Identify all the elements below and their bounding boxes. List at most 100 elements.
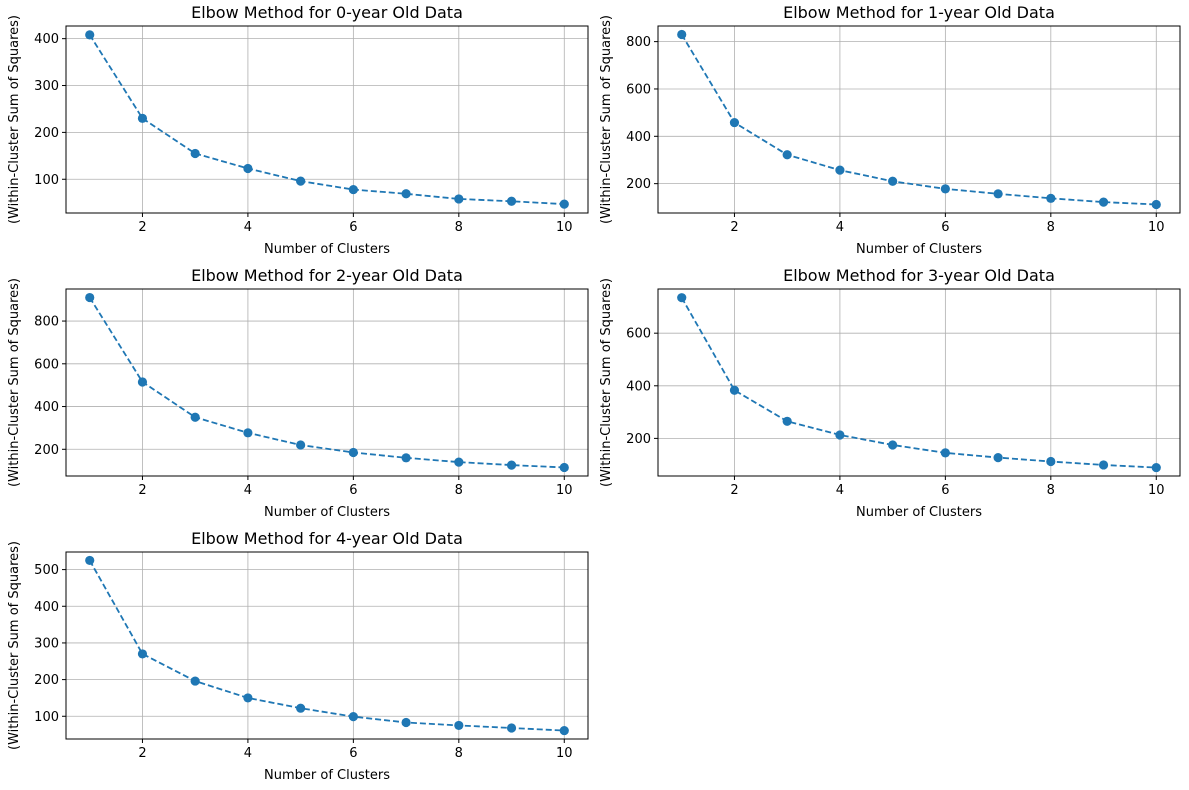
- y-tick-label: 400: [34, 400, 59, 415]
- data-point: [993, 452, 1003, 463]
- y-tick-label: 300: [34, 79, 59, 94]
- x-tick-label: 10: [556, 220, 573, 235]
- x-tick-label: 2: [138, 483, 146, 498]
- subplot-title: Elbow Method for 3-year Old Data: [783, 266, 1055, 285]
- x-tick-label: 8: [1047, 220, 1055, 235]
- y-tick-label: 800: [34, 315, 59, 330]
- data-point: [296, 703, 306, 713]
- y-tick-label: 400: [34, 600, 59, 615]
- subplot-title: Elbow Method for 4-year Old Data: [191, 529, 463, 548]
- data-point: [401, 189, 411, 199]
- data-point: [559, 462, 569, 473]
- data-point: [782, 416, 792, 426]
- y-tick-label: 100: [34, 173, 59, 188]
- series-line: [88, 34, 565, 205]
- subplot-2: 2 4 6 8 10 200 400 600 800 Elbow Method for 2-yea…: [7, 266, 589, 520]
- y-tick-label: 200: [34, 443, 59, 458]
- y-axis-label: (Within-Cluster Sum of Squares): [7, 541, 22, 750]
- subplot-title: Elbow Method for 1-year Old Data: [783, 3, 1055, 22]
- series-line: [680, 297, 1157, 469]
- y-tick-label: 400: [34, 32, 59, 47]
- x-tick-label: 8: [455, 746, 463, 761]
- y-axis-label: (Within-Cluster Sum of Squares): [599, 278, 614, 487]
- x-tick-label: 4: [244, 483, 252, 498]
- x-tick-label: 4: [244, 746, 252, 761]
- data-point: [1151, 199, 1161, 210]
- x-tick-label: 8: [455, 483, 463, 498]
- subplot-0: 2 4 6 8 10 100 200 300 400 Elbow Method for 0-yea…: [7, 3, 589, 257]
- x-tick-label: 4: [836, 220, 844, 235]
- data-point: [243, 693, 253, 703]
- data-point: [243, 163, 253, 174]
- x-tick-label: 2: [730, 220, 738, 235]
- series-line: [88, 297, 565, 469]
- axes-frame: [65, 25, 589, 214]
- x-tick-label: 6: [941, 483, 949, 498]
- x-tick-label: 10: [556, 746, 573, 761]
- y-tick-label: 200: [626, 177, 651, 192]
- data-point: [559, 199, 569, 209]
- data-point: [677, 29, 687, 40]
- x-tick-label: 2: [138, 220, 146, 235]
- data-point: [729, 385, 740, 395]
- x-tick-label: 2: [138, 746, 146, 761]
- series-line: [88, 559, 565, 732]
- x-tick-label: 8: [455, 220, 463, 235]
- subplot-3: 2 4 6 8 10 200 400 600 Elbow Method for 3-year O…: [599, 266, 1181, 520]
- y-tick-label: 800: [626, 35, 651, 50]
- data-point: [1046, 193, 1056, 203]
- series-line: [680, 34, 1157, 206]
- data-point: [137, 113, 148, 123]
- data-point: [940, 448, 950, 458]
- y-tick-label: 600: [34, 357, 59, 372]
- x-tick-label: 6: [349, 483, 357, 498]
- data-point: [137, 649, 148, 659]
- data-point: [296, 440, 306, 450]
- axes-frame: [65, 551, 589, 740]
- x-tick-label: 6: [349, 220, 357, 235]
- data-point: [348, 447, 358, 458]
- data-point: [1151, 462, 1161, 473]
- data-point: [401, 717, 411, 728]
- axes-frame: [657, 25, 1181, 214]
- data-point: [454, 457, 464, 467]
- x-axis-label: Number of Clusters: [856, 505, 982, 520]
- x-tick-label: 10: [1148, 220, 1165, 235]
- x-tick-label: 4: [244, 220, 252, 235]
- data-point: [677, 293, 687, 303]
- data-point: [296, 176, 306, 186]
- y-tick-label: 100: [34, 710, 59, 725]
- data-point: [190, 676, 200, 686]
- y-tick-label: 400: [626, 379, 651, 394]
- y-tick-label: 300: [34, 636, 59, 651]
- data-point: [137, 377, 148, 387]
- y-tick-label: 200: [34, 673, 59, 688]
- x-tick-label: 6: [349, 746, 357, 761]
- x-tick-label: 6: [941, 220, 949, 235]
- x-tick-label: 2: [730, 483, 738, 498]
- x-tick-label: 10: [556, 483, 573, 498]
- x-axis-label: Number of Clusters: [264, 242, 390, 257]
- subplot-1: 2 4 6 8 10 200 400 600 800 Elbow Method for 1-yea…: [599, 3, 1181, 257]
- subplot-4: 2 4 6 8 10 100 200 300 400 500 Elbow Method for 4-…: [7, 529, 589, 783]
- data-point: [506, 196, 517, 206]
- x-axis-label: Number of Clusters: [264, 505, 390, 520]
- data-point: [888, 176, 898, 186]
- data-point: [729, 117, 740, 128]
- x-tick-label: 4: [836, 483, 844, 498]
- y-tick-label: 200: [626, 432, 651, 447]
- data-point: [1098, 460, 1109, 470]
- data-point: [1098, 197, 1109, 207]
- data-point: [454, 720, 464, 731]
- y-tick-label: 400: [626, 130, 651, 145]
- y-tick-label: 600: [626, 327, 651, 342]
- y-axis-label: (Within-Cluster Sum of Squares): [599, 15, 614, 224]
- data-point: [190, 148, 200, 159]
- data-point: [835, 165, 845, 175]
- y-tick-label: 500: [34, 563, 59, 578]
- y-tick-label: 600: [626, 82, 651, 97]
- data-point: [993, 189, 1003, 199]
- axes-frame: [657, 288, 1181, 477]
- x-axis-label: Number of Clusters: [856, 242, 982, 257]
